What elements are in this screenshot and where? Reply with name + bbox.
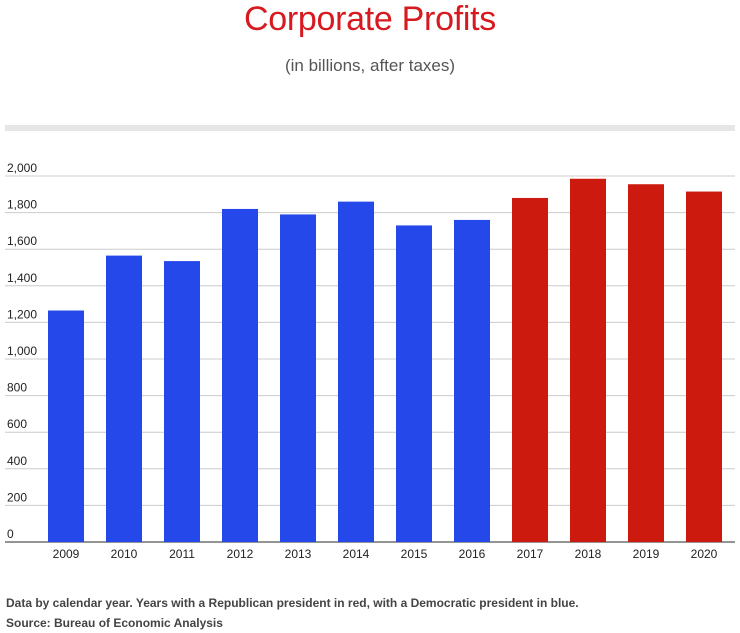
bar-2009 (48, 310, 84, 542)
x-tick-label: 2014 (343, 547, 370, 561)
y-tick-label: 1,200 (7, 307, 37, 321)
y-tick-label: 600 (7, 417, 27, 431)
chart-subtitle: (in billions, after taxes) (284, 56, 456, 75)
x-tick-label: 2020 (691, 547, 718, 561)
y-tick-label: 2,000 (7, 161, 37, 175)
bar-2020 (686, 191, 722, 542)
y-tick-label: 1,000 (7, 344, 37, 358)
bar-2015 (396, 225, 432, 542)
y-axis-labels: 0 200 400 600 800 1,000 1,200 1,400 1,600 1,800 2,… (7, 161, 37, 541)
x-tick-label: 2018 (575, 547, 602, 561)
x-tick-label: 2015 (401, 547, 428, 561)
y-tick-label: 1,600 (7, 234, 37, 248)
bar-2012 (222, 208, 258, 542)
source-text: Source: Bureau of Economic Analysis (6, 616, 223, 630)
chart-title: Corporate Profits (244, 0, 496, 38)
x-tick-label: 2012 (227, 547, 254, 561)
x-tick-label: 2017 (517, 547, 544, 561)
bar-2017 (512, 197, 548, 542)
bar-2011 (164, 261, 200, 542)
bar-chart: 0 200 400 600 800 1,000 1,200 1,400 1,600 1,800 2,… (5, 161, 735, 561)
x-tick-label: 2016 (459, 547, 486, 561)
bar-2013 (280, 214, 316, 542)
x-tick-label: 2009 (53, 547, 80, 561)
y-tick-label: 400 (7, 454, 27, 468)
bar-2018 (570, 178, 606, 542)
bar-2019 (628, 184, 664, 543)
y-tick-label: 200 (7, 490, 27, 504)
y-tick-label: 1,400 (7, 271, 37, 285)
y-tick-label: 800 (7, 381, 27, 395)
divider (5, 125, 735, 131)
y-tick-label: 0 (7, 527, 14, 541)
x-tick-label: 2019 (633, 547, 660, 561)
x-tick-label: 2010 (111, 547, 138, 561)
bar-2016 (454, 219, 490, 543)
x-tick-label: 2011 (169, 547, 195, 561)
x-tick-label: 2013 (285, 547, 312, 561)
y-tick-label: 1,800 (7, 198, 37, 212)
bar-2010 (106, 255, 142, 542)
note-text: Data by calendar year. Years with a Repu… (6, 596, 579, 610)
chart-notes: Data by calendar year. Years with a Repu… (6, 593, 579, 633)
bar-2014 (338, 201, 374, 542)
x-axis-labels: 2009 2010 2011 2012 2013 2014 2015 2016 2017 2018… (53, 547, 718, 561)
bars (48, 178, 722, 543)
